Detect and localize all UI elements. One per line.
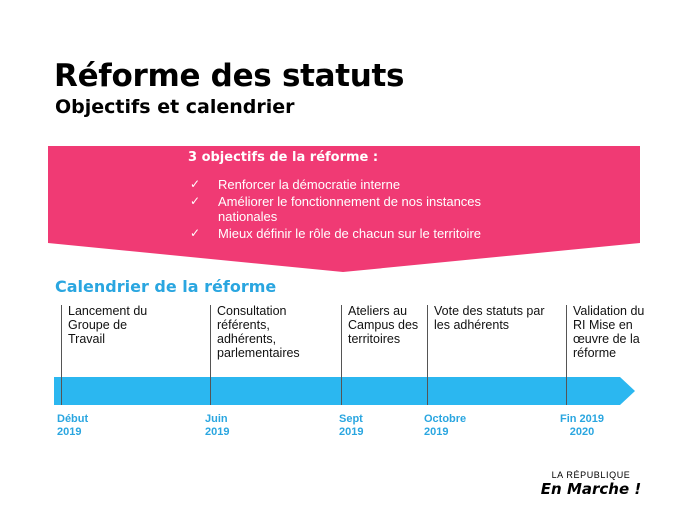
milestone-label: Validation du RI Mise en œuvre de la réf… (573, 304, 645, 360)
timeline-date: Sept 2019 (339, 413, 364, 438)
timeline-date: Juin 2019 (205, 413, 230, 438)
objective-item: ✓ Mieux définir le rôle de chacun sur le… (188, 226, 548, 242)
en-marche-logo: LA RÉPUBLIQUE En Marche ! (531, 470, 651, 499)
logo-top-text: LA RÉPUBLIQUE (551, 470, 631, 480)
milestone-label: Vote des statuts par les adhérents (434, 304, 545, 332)
milestone-label: Ateliers au Campus des territoires (348, 304, 419, 346)
objective-text: Mieux définir le rôle de chacun sur le t… (218, 225, 482, 241)
milestone-label: Consultation référents, adhérents, parle… (217, 304, 300, 360)
timeline-date: Octobre 2019 (424, 413, 467, 438)
objective-text: Améliorer le fonctionnement de nos insta… (218, 193, 482, 225)
page-subtitle: Objectifs et calendrier (55, 96, 295, 118)
objectives-list: ✓ Renforcer la démocratie interne ✓ Amél… (188, 177, 548, 241)
timeline-date: Fin 2019 2020 (559, 413, 605, 438)
page-title: Réforme des statuts (54, 58, 405, 94)
timeline-arrow (54, 377, 635, 405)
objectives-heading: 3 objectifs de la réforme : (188, 150, 379, 165)
timeline-date: Début 2019 (57, 413, 89, 438)
calendar-heading: Calendrier de la réforme (55, 277, 277, 296)
check-icon: ✓ (190, 177, 201, 191)
objective-text: Renforcer la démocratie interne (218, 177, 401, 192)
objective-item: ✓ Renforcer la démocratie interne (188, 177, 548, 193)
logo-main-text: En Marche ! (540, 480, 642, 498)
check-icon: ✓ (190, 193, 201, 208)
check-icon: ✓ (190, 225, 201, 240)
objectives-box: 3 objectifs de la réforme : ✓ Renforcer … (188, 150, 548, 241)
objective-item: ✓ Améliorer le fonctionnement de nos ins… (188, 194, 493, 225)
milestone-label: Lancement du Groupe de Travail (68, 304, 148, 346)
objectives-banner (48, 146, 640, 272)
